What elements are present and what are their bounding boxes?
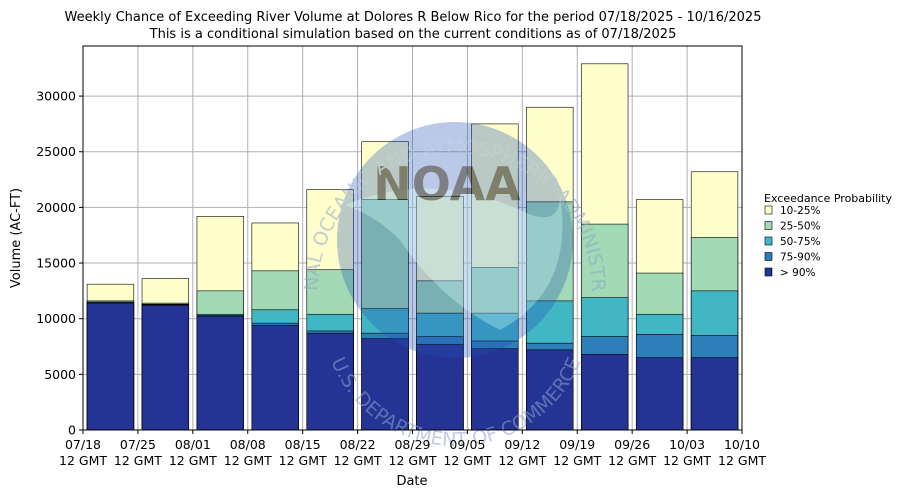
x-tick-label-date: 08/01 (175, 437, 211, 452)
x-tick-label-time: 12 GMT (663, 453, 711, 468)
x-tick-label-date: 08/22 (340, 437, 376, 452)
noaa-logo-text: NOAA (373, 157, 521, 211)
bar-90-9 (581, 354, 629, 431)
x-tick-label-time: 12 GMT (114, 453, 162, 468)
x-tick-label-time: 12 GMT (498, 453, 546, 468)
noaa-logo-gull (345, 188, 563, 330)
x-tick-label-time: 12 GMT (224, 453, 272, 468)
x-tick-label-date: 09/05 (449, 437, 485, 452)
y-axis: 0 5000 10000 15000 20000 25000 30000 (36, 89, 83, 438)
x-tick-label-date: 07/25 (120, 437, 156, 452)
x-tick-label-date: 08/29 (394, 437, 430, 452)
y-tick-label: 30000 (36, 89, 76, 104)
y-tick-label: 15000 (36, 256, 76, 271)
bars (86, 63, 739, 431)
legend-swatch (764, 205, 773, 215)
x-tick-label-date: 10/03 (669, 437, 705, 452)
x-axis-label: Date (396, 474, 427, 489)
x-tick-label-date: 09/12 (504, 437, 540, 452)
plot-area: NOAA NATIONAL OCEANIC AND ATMOSPHERIC AD… (0, 0, 743, 451)
y-tick-label: 10000 (36, 311, 76, 326)
bar-90-7 (471, 348, 519, 431)
x-tick-label-time: 12 GMT (443, 453, 491, 468)
bar-90-10 (635, 357, 684, 431)
y-tick-label: 5000 (44, 367, 76, 382)
x-tick-label-time: 12 GMT (389, 453, 437, 468)
x-tick-label-time: 12 GMT (553, 453, 601, 468)
legend-entry: 25-50% (780, 221, 821, 233)
bar-90-3 (251, 325, 299, 431)
bar-90-0 (86, 302, 135, 431)
legend-entry: 75-90% (780, 252, 821, 264)
x-tick-label-date: 10/10 (724, 437, 760, 452)
x-tick-label-time: 12 GMT (59, 453, 107, 468)
x-tick-label-time: 12 GMT (334, 453, 382, 468)
legend-swatch (764, 221, 773, 230)
x-tick-label-date: 08/08 (230, 437, 266, 452)
legend-entry: 50-75% (780, 236, 821, 248)
y-axis-label: Volume (AC-FT) (9, 188, 24, 288)
legend-entry: > 90% (780, 267, 815, 279)
x-tick-label-date: 09/26 (614, 437, 650, 452)
chart-title: Weekly Chance of Exceeding River Volume … (65, 10, 762, 25)
legend: Exceedance Probability 10-25% 25-50% 50-75… (764, 192, 892, 279)
legend-title: Exceedance Probability (764, 192, 892, 205)
x-tick-label-date: 07/18 (65, 437, 101, 452)
bar-90-1 (141, 305, 190, 431)
bar-90-11 (690, 357, 739, 431)
legend-swatch (764, 267, 773, 277)
x-tick-label-date: 08/15 (285, 437, 321, 452)
x-tick-label-time: 12 GMT (169, 453, 217, 468)
y-tick-label: 25000 (36, 144, 76, 159)
y-tick-label: 0 (68, 423, 76, 438)
bar-90-6 (416, 343, 464, 431)
x-tick-label-date: 09/19 (559, 437, 595, 452)
legend-swatch (764, 252, 773, 261)
bar-90-5 (361, 338, 409, 431)
bar-90-2 (196, 316, 244, 431)
chart-subtitle: This is a conditional simulation based o… (149, 27, 677, 42)
y-tick-label: 20000 (36, 200, 76, 215)
bar-90-4 (306, 332, 354, 431)
legend-entry: 10-25% (780, 205, 821, 217)
noaa-logo-disc (337, 122, 573, 358)
x-tick-label-time: 12 GMT (718, 453, 766, 468)
legend-swatch (764, 236, 773, 246)
x-tick-label-time: 12 GMT (279, 453, 327, 468)
x-tick-label-time: 12 GMT (608, 453, 656, 468)
